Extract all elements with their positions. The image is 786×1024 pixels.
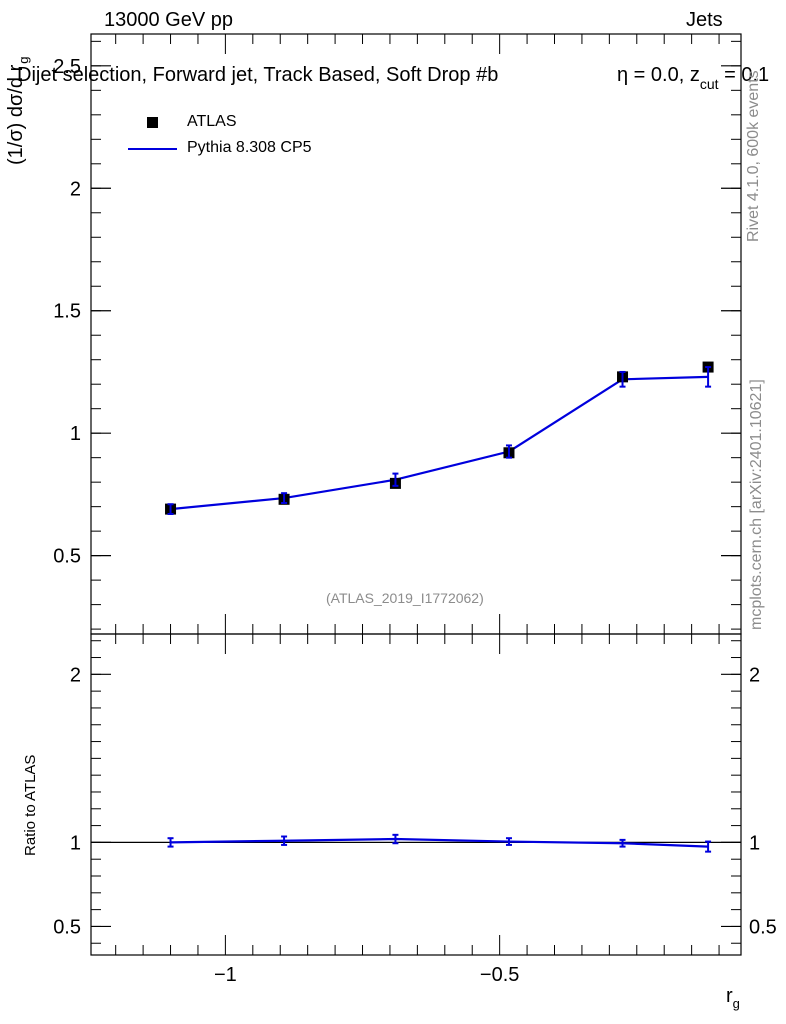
- selection-zcut-val: = 0.1: [718, 64, 770, 86]
- selection-eta: η = 0.0, zcut = 0.1: [617, 64, 770, 92]
- main-ylabel: (1/σ) dσ/d rg: [5, 56, 31, 166]
- legend-atlas-marker: [147, 117, 158, 128]
- ratio-ytick-label-right: 2: [749, 664, 760, 686]
- selection-zcut-sub: cut: [699, 76, 719, 92]
- ratio-ytick-label-right: 1: [749, 832, 760, 854]
- main-ytick-label: 2: [70, 178, 81, 200]
- rivet-label: Rivet 4.1.0, 600k events: [745, 70, 762, 242]
- ratio-xlabel: rg: [726, 985, 740, 1011]
- ratio-plot-frame: [90, 633, 742, 956]
- analysis-id: (ATLAS_2019_I1772062): [326, 590, 484, 606]
- process-label: Jets: [686, 9, 723, 31]
- main-ylabel-sub: g: [16, 56, 31, 64]
- ratio-ytick-label: 1: [70, 832, 81, 854]
- ratio-ylabel: Ratio to ATLAS: [22, 754, 39, 856]
- main-ylabel-text: (1/σ) dσ/d r: [5, 64, 27, 165]
- ratio-xlabel-text: r: [726, 985, 733, 1007]
- mcplots-label: mcplots.cern.ch [arXiv:2401.10621]: [748, 379, 765, 630]
- selection-title: Dijet selection, Forward jet, Track Base…: [17, 64, 769, 92]
- ratio-panel: 0.5 0.5 1 1 2 2 −1 −0.5: [53, 633, 777, 986]
- main-ytick-label: 1: [70, 423, 81, 445]
- ratio-xtick-label: −0.5: [480, 964, 519, 986]
- beam-label: 13000 GeV pp: [104, 9, 233, 31]
- main-ytick-label: 2.5: [53, 56, 81, 78]
- selection-eta-text: η = 0.0, z: [617, 64, 700, 86]
- selection-text: Dijet selection, Forward jet, Track Base…: [17, 64, 499, 86]
- pythia-line: [170, 375, 709, 511]
- ratio-xtick-label: −1: [214, 964, 237, 986]
- legend-pythia-label: Pythia 8.308 CP5: [187, 139, 312, 156]
- main-ytick-label: 0.5: [53, 546, 81, 568]
- ratio-ytick-label: 0.5: [53, 916, 81, 938]
- legend-atlas-label: ATLAS: [187, 113, 237, 130]
- main-ytick-label: 1.5: [53, 301, 81, 323]
- ratio-ytick-label-right: 0.5: [749, 916, 777, 938]
- legend-pythia-line: [128, 148, 177, 150]
- ratio-xlabel-sub: g: [732, 996, 740, 1011]
- ratio-line: [170, 837, 709, 848]
- ratio-ytick-label: 2: [70, 664, 81, 686]
